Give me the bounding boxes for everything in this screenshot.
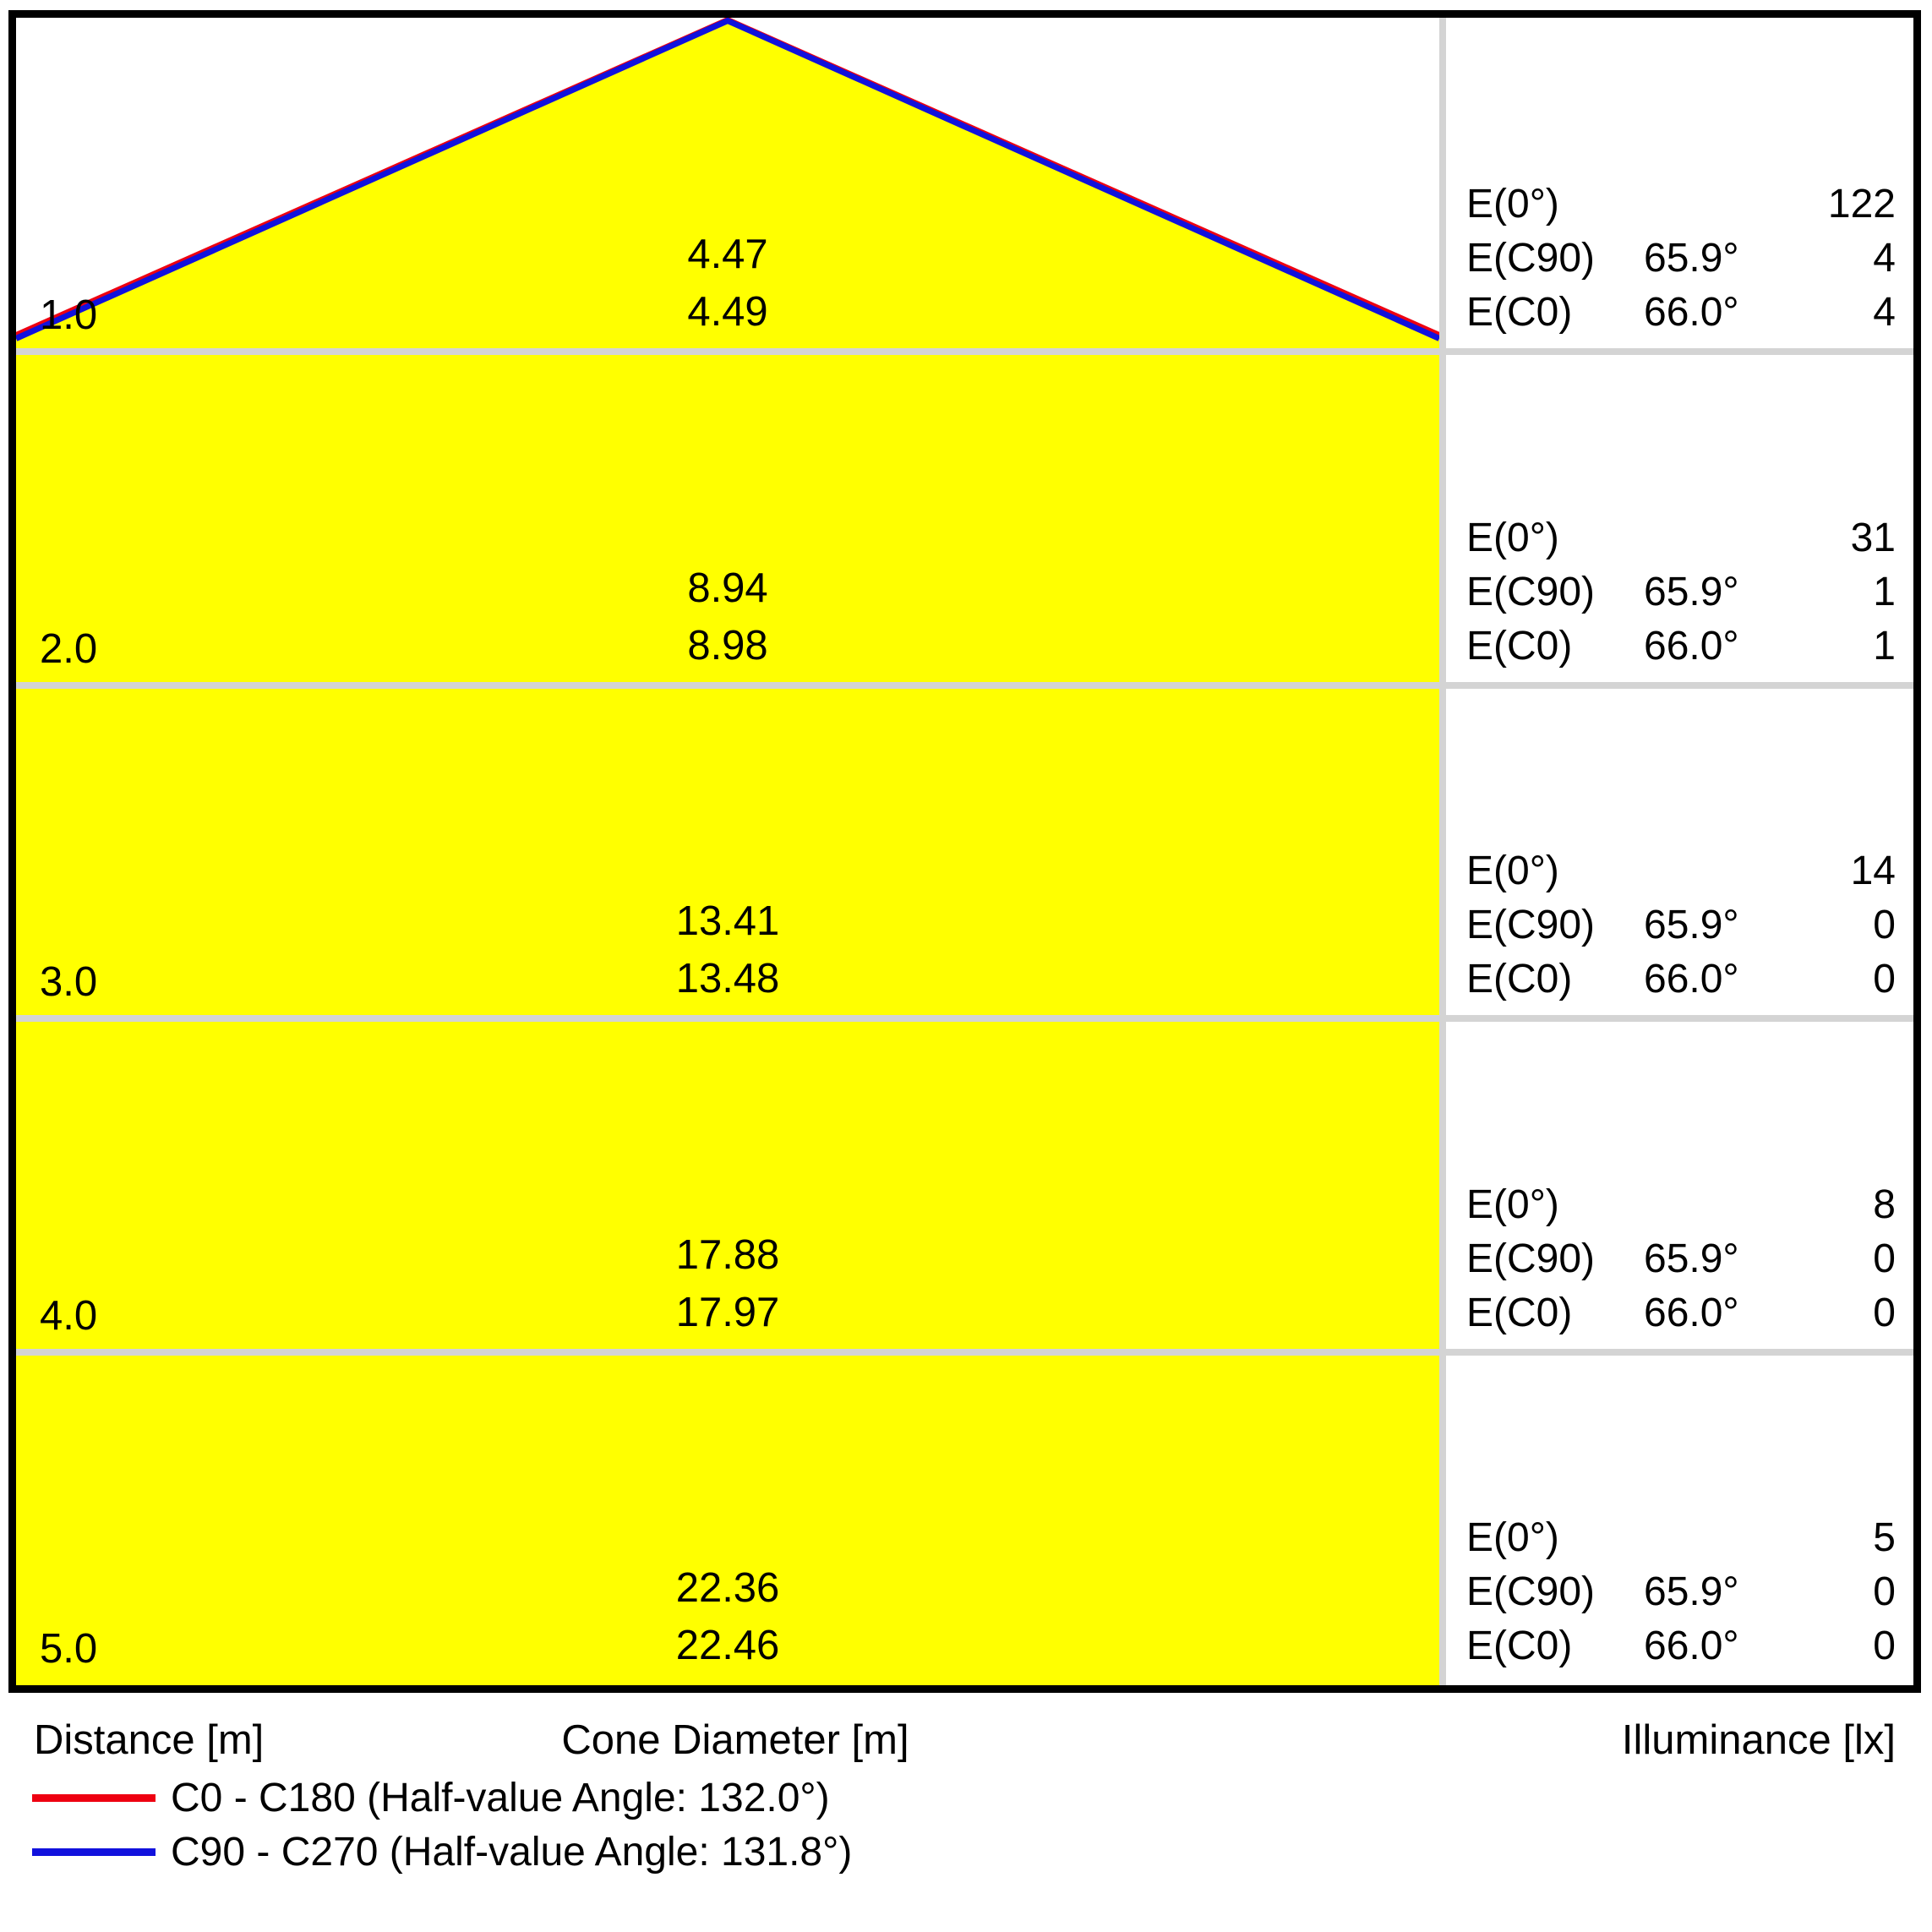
e0-value: 5 — [1873, 1515, 1896, 1560]
ec90-line: E(C90) 65.9° 0 — [1466, 1236, 1896, 1283]
ec0-line: E(C0) 66.0° 4 — [1466, 290, 1896, 336]
ec0-line: E(C0) 66.0° 0 — [1466, 957, 1896, 1003]
ec90-line: E(C90) 65.9° 4 — [1466, 236, 1896, 282]
ec0-value: 4 — [1873, 290, 1896, 335]
ec0-value: 0 — [1873, 957, 1896, 1001]
ec0-value: 0 — [1873, 1624, 1896, 1668]
legend-label-c0: C0 - C180 (Half-value Angle: 132.0°) — [171, 1775, 830, 1820]
illuminance-row: E(0°) 14 E(C90) 65.9° 0 E(C0) 66.0° 0 — [1446, 685, 1913, 1018]
e0-value: 8 — [1873, 1182, 1896, 1227]
e0-label: E(0°) — [1466, 516, 1559, 560]
legend-item-c0: C0 - C180 (Half-value Angle: 132.0°) — [32, 1773, 830, 1822]
cone-diameter-axis-label: Cone Diameter [m] — [561, 1717, 909, 1763]
illuminance-row: E(0°) 8 E(C90) 65.9° 0 E(C0) 66.0° 0 — [1446, 1018, 1913, 1352]
illuminance-row: E(0°) 5 E(C90) 65.9° 0 E(C0) 66.0° 0 — [1446, 1351, 1913, 1685]
distance-label: 4.0 — [40, 1293, 98, 1340]
cone-diameter-c0-value: 17.97 — [675, 1290, 780, 1336]
ec90-angle: 65.9° — [1644, 1236, 1739, 1281]
ec90-angle: 65.9° — [1644, 570, 1739, 614]
illuminance-row: E(0°) 31 E(C90) 65.9° 1 E(C0) 66.0° 1 — [1446, 352, 1913, 685]
ec0-label: E(C0) — [1466, 1291, 1573, 1335]
cone-diameter-c90-value: 13.41 — [675, 898, 780, 945]
cone-diameter-c90-value: 8.94 — [687, 565, 768, 612]
distance-label: 2.0 — [40, 626, 98, 673]
row-separator — [16, 1349, 1913, 1356]
cone-row: 3.0 13.41 13.48 — [16, 685, 1439, 1018]
ec90-value: 0 — [1873, 1236, 1896, 1281]
ec90-label: E(C90) — [1466, 570, 1596, 614]
distance-label: 5.0 — [40, 1626, 98, 1673]
legend-item-c90: C90 - C270 (Half-value Angle: 131.8°) — [32, 1827, 852, 1876]
e0-line: E(0°) 14 — [1466, 849, 1896, 895]
ec0-value: 0 — [1873, 1291, 1896, 1335]
ec90-value: 0 — [1873, 1569, 1896, 1614]
cone-diameter-c90-value: 4.47 — [687, 232, 768, 278]
ec90-label: E(C90) — [1466, 236, 1596, 281]
cone-row: 4.0 17.88 17.97 — [16, 1018, 1439, 1352]
row-separator — [16, 348, 1913, 355]
e0-label: E(0°) — [1466, 1515, 1559, 1560]
cone-diameter-c0-value: 8.98 — [687, 623, 768, 669]
cone-diameter-c90-value: 17.88 — [675, 1232, 780, 1279]
e0-line: E(0°) 5 — [1466, 1515, 1896, 1562]
ec0-label: E(C0) — [1466, 624, 1573, 669]
ec90-value: 1 — [1873, 570, 1896, 614]
c90-line-swatch — [32, 1847, 156, 1856]
ec0-angle: 66.0° — [1644, 1624, 1739, 1668]
ec90-angle: 65.9° — [1644, 1569, 1739, 1614]
ec0-label: E(C0) — [1466, 290, 1573, 335]
c90-c270-beam-line — [16, 18, 1439, 341]
legend-label-c90: C90 - C270 (Half-value Angle: 131.8°) — [171, 1829, 853, 1875]
ec0-label: E(C0) — [1466, 1624, 1573, 1668]
light-cone-plot — [16, 18, 1439, 1685]
e0-label: E(0°) — [1466, 849, 1559, 893]
e0-value: 122 — [1827, 182, 1896, 226]
e0-value: 14 — [1850, 849, 1896, 893]
distance-axis-label: Distance [m] — [34, 1717, 265, 1763]
cone-diameter-c90-value: 22.36 — [675, 1565, 780, 1612]
distance-label: 3.0 — [40, 959, 98, 1006]
e0-label: E(0°) — [1466, 1182, 1559, 1227]
ec0-angle: 66.0° — [1644, 624, 1739, 669]
ec90-label: E(C90) — [1466, 903, 1596, 947]
row-separator — [16, 1015, 1913, 1022]
ec90-line: E(C90) 65.9° 0 — [1466, 1569, 1896, 1616]
ec90-label: E(C90) — [1466, 1236, 1596, 1281]
e0-line: E(0°) 8 — [1466, 1182, 1896, 1229]
cone-diameter-c0-value: 4.49 — [687, 289, 768, 336]
cone-diagram-frame: 1.0 4.47 4.49 2.0 8.94 8.98 3.0 13.41 13… — [8, 10, 1921, 1693]
row-separator — [16, 682, 1913, 689]
c0-line-swatch — [32, 1793, 156, 1802]
distance-label: 1.0 — [40, 292, 98, 339]
ec0-angle: 66.0° — [1644, 290, 1739, 335]
cone-diameter-c0-value: 13.48 — [675, 956, 780, 1002]
cone-row: 1.0 4.47 4.49 — [16, 18, 1439, 352]
illuminance-axis-label: Illuminance [lx] — [1621, 1717, 1896, 1763]
ec0-value: 1 — [1873, 624, 1896, 669]
ec90-line: E(C90) 65.9° 0 — [1466, 903, 1896, 949]
e0-line: E(0°) 122 — [1466, 182, 1896, 228]
ec0-label: E(C0) — [1466, 957, 1573, 1001]
cone-row: 5.0 22.36 22.46 — [16, 1351, 1439, 1685]
ec0-line: E(C0) 66.0° 0 — [1466, 1624, 1896, 1670]
e0-value: 31 — [1850, 516, 1896, 560]
ec0-angle: 66.0° — [1644, 1291, 1739, 1335]
cone-fill-shape — [16, 20, 1439, 1685]
ec90-angle: 65.9° — [1644, 236, 1739, 281]
e0-line: E(0°) 31 — [1466, 516, 1896, 562]
e0-label: E(0°) — [1466, 182, 1559, 226]
illuminance-row: E(0°) 122 E(C90) 65.9° 4 E(C0) 66.0° 4 — [1446, 18, 1913, 352]
ec0-line: E(C0) 66.0° 1 — [1466, 624, 1896, 670]
panel-divider — [1439, 18, 1446, 1685]
cone-diameter-c0-value: 22.46 — [675, 1623, 780, 1669]
ec90-line: E(C90) 65.9° 1 — [1466, 570, 1896, 616]
ec90-angle: 65.9° — [1644, 903, 1739, 947]
ec0-line: E(C0) 66.0° 0 — [1466, 1291, 1896, 1337]
ec0-angle: 66.0° — [1644, 957, 1739, 1001]
cone-row: 2.0 8.94 8.98 — [16, 352, 1439, 685]
ec90-value: 0 — [1873, 903, 1896, 947]
ec90-label: E(C90) — [1466, 1569, 1596, 1614]
ec90-value: 4 — [1873, 236, 1896, 281]
